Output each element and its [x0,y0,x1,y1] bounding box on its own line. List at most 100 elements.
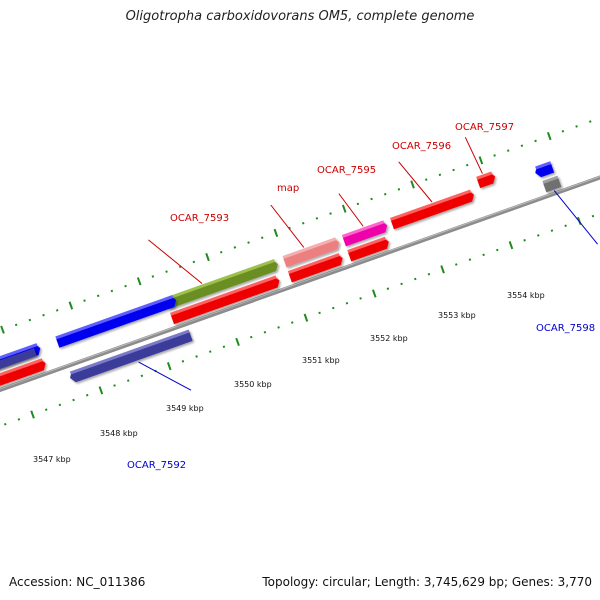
forward-ruler-minor-tick [397,188,401,191]
scale-label-3550: 3550 kbp [234,380,272,389]
forward-ruler-minor-tick [28,318,32,322]
reverse-ruler-minor-tick [386,287,390,290]
forward-ruler-minor-tick [465,163,469,167]
reverse-ruler-minor-tick [85,393,89,397]
forward-ruler-minor-tick [151,275,155,278]
forward-ruler-minor-tick [356,202,360,206]
forward-ruler-minor-tick [315,217,319,220]
scale-label-3548: 3548 kbp [100,429,138,438]
reverse-ruler-minor-tick [318,311,321,315]
reverse-ruler-minor-tick [290,321,294,324]
reverse-ruler [3,214,595,426]
genome-backbone [0,154,600,412]
label-ocar7597[interactable]: OCAR_7597 [455,122,514,133]
forward-ruler-minor-tick [219,250,223,254]
reverse-ruler-minor-tick [72,398,75,402]
reverse-ruler-minor-tick [537,234,540,237]
gene-labels: OCAR_7593 map OCAR_7595 OCAR_7596 OCAR_7… [127,122,595,471]
label-ocar7592[interactable]: OCAR_7592 [127,460,186,471]
scale-labels: 3547 kbp 3548 kbp 3549 kbp 3550 kbp 3551… [33,291,545,464]
reverse-ruler-minor-tick [277,326,280,329]
reverse-ruler-minor-tick [468,258,472,261]
reverse-ruler-major-tick [30,410,35,419]
reverse-ruler-minor-tick [113,384,116,387]
genome-backbone-highlight [0,154,600,410]
genome-title: Oligotropha carboxidovorans OM5, complet… [125,9,475,24]
forward-ruler-minor-tick [83,299,86,302]
forward-ruler-major-tick [478,156,484,165]
gene-magenta-ocar7595[interactable] [341,220,389,247]
gene-pink-map[interactable] [282,237,341,268]
cds-ocar7593[interactable] [169,275,281,325]
forward-ruler-minor-tick [42,313,45,317]
forward-ruler-minor-tick [424,178,428,181]
forward-ruler-major-tick [546,131,552,141]
reverse-ruler-minor-tick [359,297,362,300]
label-ocar7595[interactable]: OCAR_7595 [317,165,376,176]
forward-ruler-major-tick [410,180,415,189]
reverse-ruler-minor-tick [591,214,595,218]
forward-ruler-minor-tick [438,173,442,177]
reverse-ruler-minor-tick [454,263,458,266]
gene-navy-ocar7592[interactable] [68,329,193,384]
reverse-ruler-minor-tick [195,355,198,358]
reverse-ruler-minor-tick [331,306,335,310]
reverse-ruler-minor-tick [413,277,417,281]
forward-ruler-minor-tick [165,270,168,273]
reverse-ruler-major-tick [440,265,445,274]
forward-ruler-major-tick [0,325,5,334]
accession-text: Accession: NC_011386 [9,575,146,589]
reverse-ruler-major-tick [371,289,377,298]
label-ocar7598[interactable]: OCAR_7598 [536,323,595,334]
forward-ruler-minor-tick [506,149,510,152]
reverse-ruler-minor-tick [550,229,554,232]
forward-ruler-minor-tick [192,260,196,264]
gene-blue-ocar7592[interactable] [55,294,178,348]
forward-ruler-minor-tick [233,246,237,249]
reverse-ruler-minor-tick [263,330,267,334]
reverse-ruler-major-tick [98,386,104,395]
forward-ruler-minor-tick [588,120,592,123]
reverse-ruler-minor-tick [345,301,349,305]
gene-label-leaders [138,136,598,391]
scale-label-3551: 3551 kbp [302,356,340,365]
gene-navy-left-edge[interactable] [0,348,37,385]
forward-ruler-minor-tick [14,323,18,327]
forward-ruler-minor-tick [520,144,524,148]
forward-ruler [0,120,592,334]
gene-olive-ocar7593[interactable] [164,258,280,310]
cds-left-edge[interactable] [0,358,48,400]
forward-ruler-minor-tick [575,125,578,128]
forward-ruler-minor-tick [329,212,332,215]
reverse-ruler-major-tick [508,241,514,250]
label-map[interactable]: map [277,183,299,194]
forward-ruler-minor-tick [124,284,127,288]
reverse-ruler-minor-tick [496,248,499,252]
reverse-ruler-minor-tick [208,350,212,353]
reverse-ruler-minor-tick [523,239,526,242]
forward-ruler-minor-tick [534,139,537,143]
reverse-ruler-minor-tick [126,379,130,382]
gene-gray-ocar7598[interactable] [542,175,562,193]
cds-ocar7596[interactable] [389,189,476,230]
forward-ruler-minor-tick [383,192,387,196]
scale-label-3547: 3547 kbp [33,455,71,464]
scale-label-3553: 3553 kbp [438,311,476,320]
forward-ruler-major-tick [68,301,74,310]
reverse-ruler-minor-tick [58,403,62,407]
reverse-ruler-minor-tick [17,418,21,421]
gene-blue-reverse-ocar7598[interactable] [533,161,555,178]
reverse-ruler-minor-tick [3,422,7,426]
cds-ocar7597[interactable] [476,171,497,189]
cds-ocar7595[interactable] [347,236,391,262]
forward-ruler-minor-tick [247,241,250,244]
label-ocar7596[interactable]: OCAR_7596 [392,141,451,152]
forward-ruler-minor-tick [561,129,565,133]
forward-ruler-minor-tick [452,168,455,172]
forward-ruler-minor-tick [96,294,100,298]
forward-ruler-minor-tick [301,221,305,225]
label-ocar7593[interactable]: OCAR_7593 [170,213,229,224]
cds-map[interactable] [287,252,345,283]
